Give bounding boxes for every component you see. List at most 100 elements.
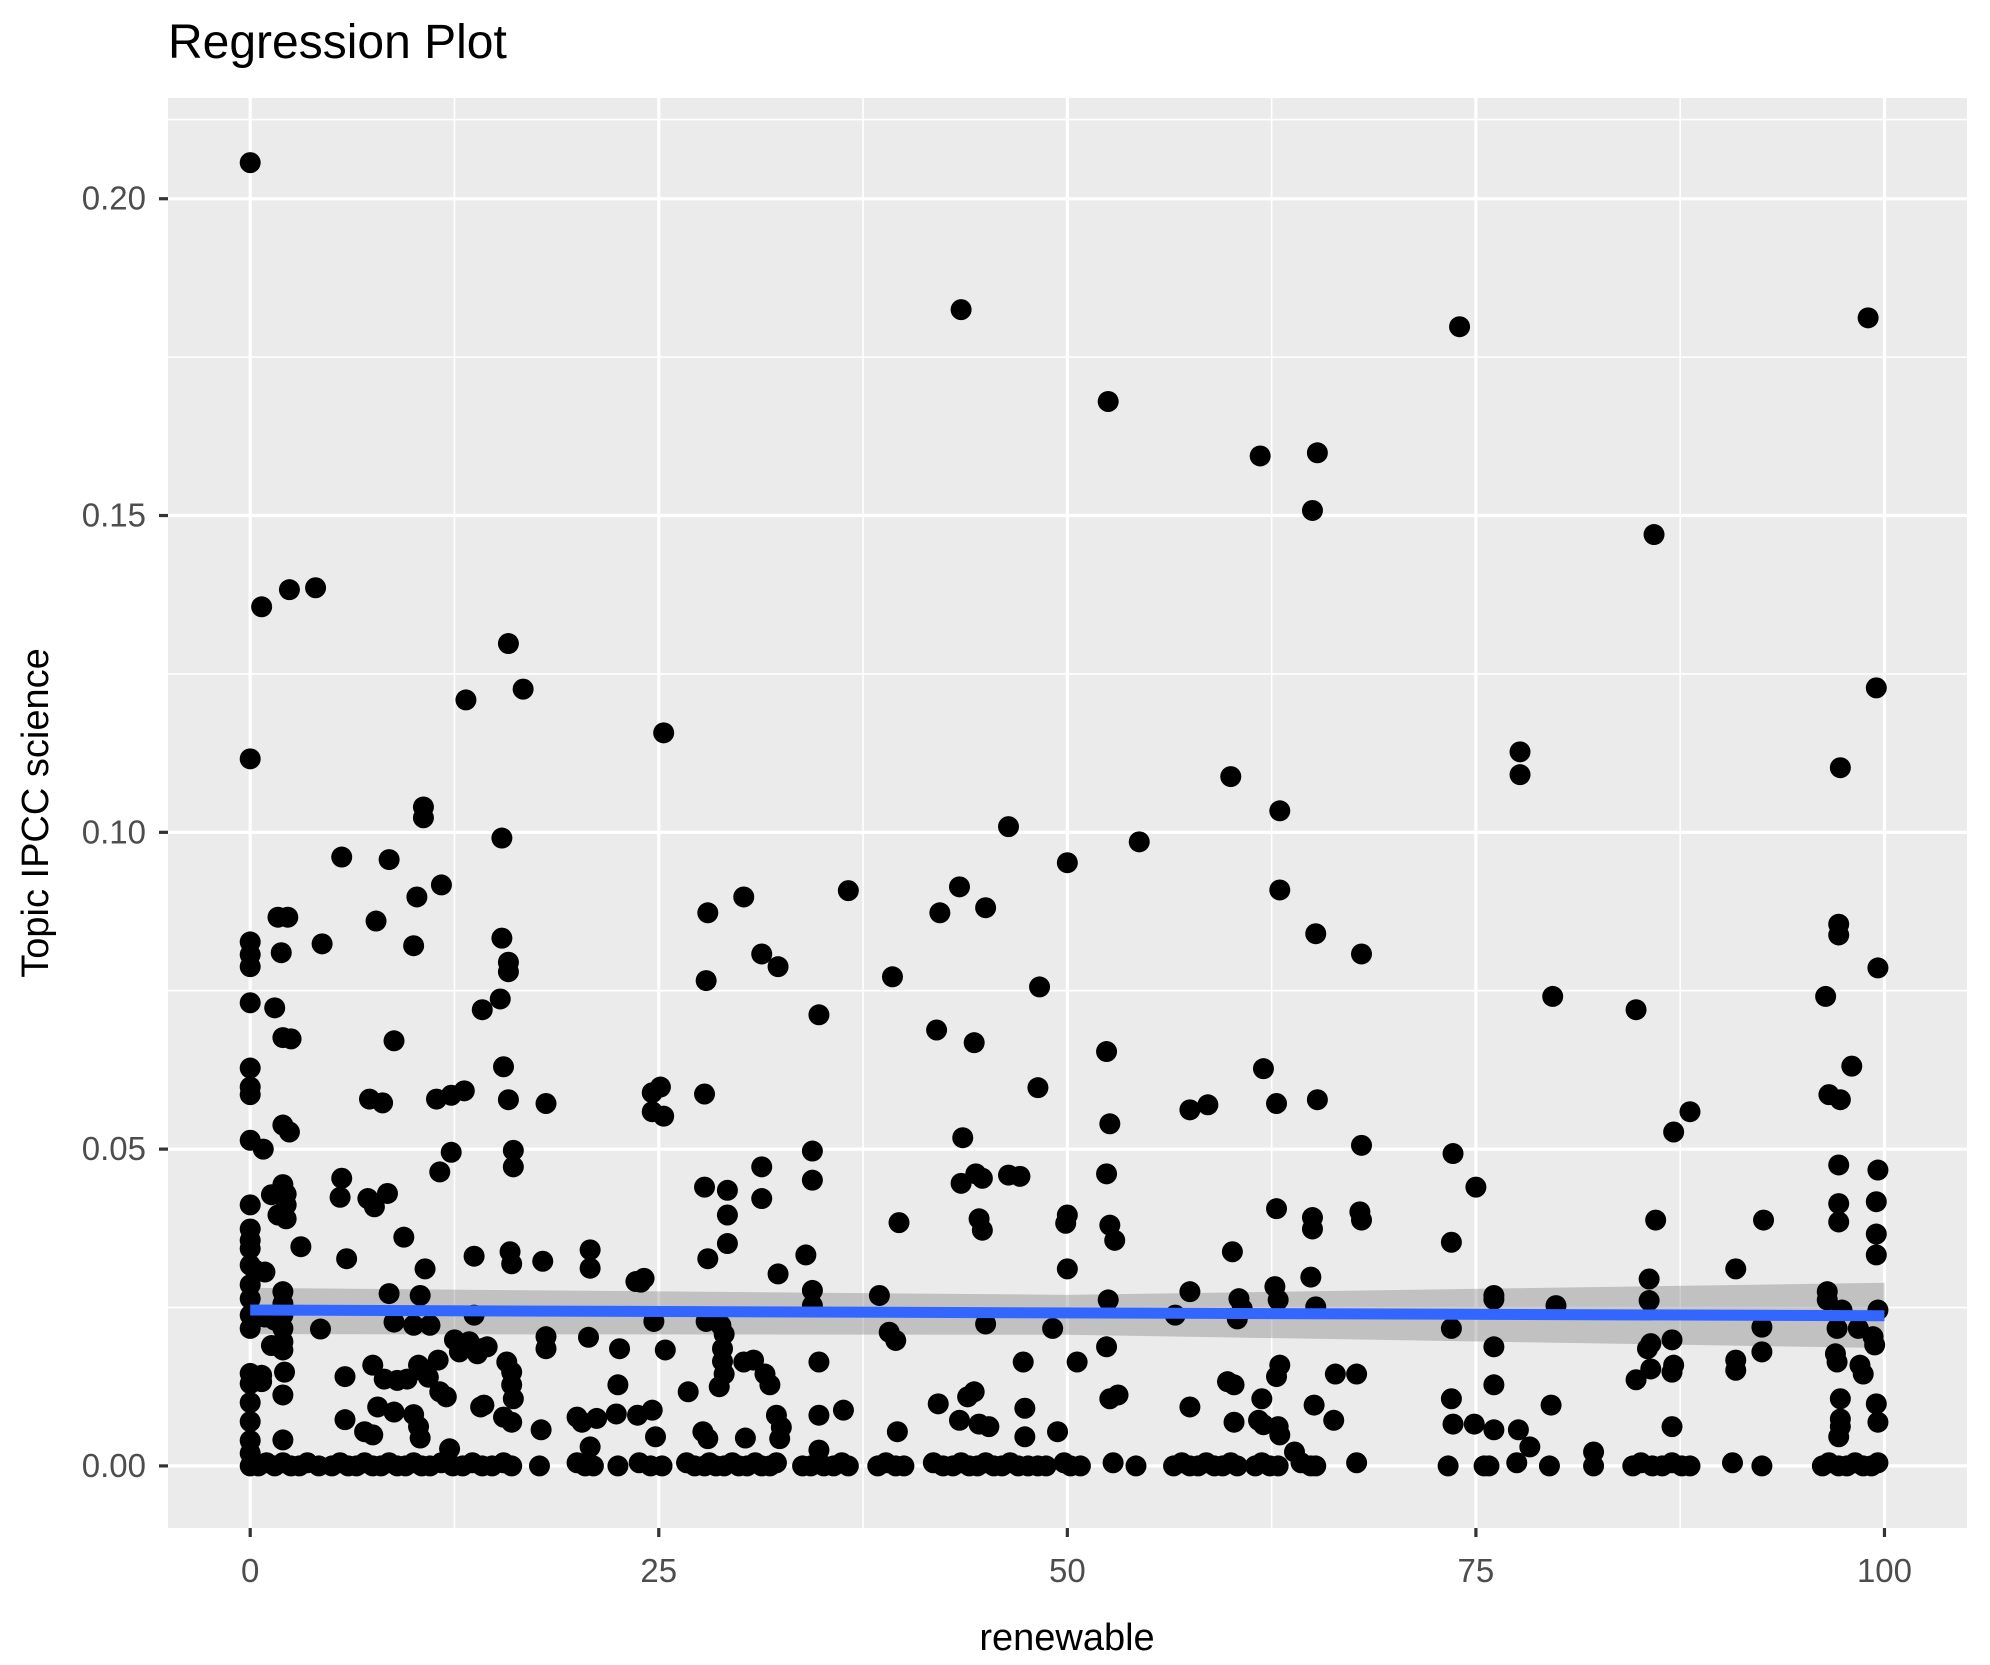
scatter-point xyxy=(694,1176,716,1198)
scatter-point xyxy=(530,1419,552,1441)
scatter-point xyxy=(1303,1394,1325,1416)
scatter-point xyxy=(708,1376,730,1398)
scatter-point xyxy=(1463,1413,1485,1435)
y-tick-label: 0.00 xyxy=(82,1447,146,1484)
scatter-point xyxy=(1266,1366,1288,1388)
scatter-point xyxy=(971,1219,993,1241)
scatter-point xyxy=(1483,1374,1505,1396)
scatter-point xyxy=(893,1455,915,1477)
scatter-point xyxy=(305,577,327,599)
scatter-point xyxy=(582,1455,604,1477)
scatter-point xyxy=(1867,957,1889,979)
scatter-point xyxy=(1483,1288,1505,1310)
scatter-point xyxy=(239,956,261,978)
scatter-point xyxy=(493,1056,515,1078)
scatter-point xyxy=(1679,1455,1701,1477)
scatter-point xyxy=(1828,1211,1850,1233)
scatter-point xyxy=(239,1057,261,1079)
scatter-point xyxy=(1751,1455,1773,1477)
scatter-point xyxy=(927,1393,949,1415)
y-tick-label: 0.15 xyxy=(82,497,146,534)
scatter-point xyxy=(362,1354,384,1376)
scatter-point xyxy=(1047,1421,1069,1443)
scatter-point xyxy=(1725,1359,1747,1381)
scatter-point xyxy=(290,1236,312,1258)
regression-line xyxy=(250,1304,1885,1322)
scatter-point xyxy=(607,1374,629,1396)
scatter-point xyxy=(767,1263,789,1285)
axis-tick-labels: 0 25 50 75 100 0.00 0.05 0.10 0.15 0.20 xyxy=(82,180,1912,1589)
scatter-point xyxy=(1583,1455,1605,1477)
scatter-point xyxy=(336,1248,358,1270)
scatter-point xyxy=(239,748,261,770)
scatter-point xyxy=(1351,943,1373,965)
scatter-point xyxy=(239,992,261,1014)
scatter-point xyxy=(1012,1351,1034,1373)
scatter-point xyxy=(1223,1411,1245,1433)
scatter-point xyxy=(408,1354,430,1376)
scatter-point xyxy=(948,876,970,898)
scatter-point xyxy=(1679,1101,1701,1123)
scatter-point xyxy=(501,1455,523,1477)
scatter-point xyxy=(579,1257,601,1279)
scatter-point xyxy=(808,1004,830,1026)
scatter-point xyxy=(239,1238,261,1260)
scatter-point xyxy=(743,1349,765,1371)
scatter-point xyxy=(501,1253,523,1275)
scatter-point xyxy=(577,1326,599,1348)
scatter-point xyxy=(609,1338,631,1360)
scatter-point xyxy=(435,1386,457,1408)
scatter-point xyxy=(1351,1134,1373,1156)
scatter-point xyxy=(502,1388,524,1410)
scatter-point xyxy=(1440,1317,1462,1339)
scatter-point xyxy=(1816,1289,1838,1311)
scatter-point xyxy=(466,1343,488,1365)
scatter-point xyxy=(251,596,273,618)
scatter-point xyxy=(837,1455,859,1477)
scatter-point xyxy=(716,1233,738,1255)
scatter-point xyxy=(403,935,425,957)
scatter-point xyxy=(1301,1218,1323,1240)
scatter-point xyxy=(1640,1358,1662,1380)
scatter-point xyxy=(653,722,675,744)
scatter-point xyxy=(1346,1363,1368,1385)
scatter-point xyxy=(272,1384,294,1406)
scatter-point xyxy=(1300,1266,1322,1288)
scatter-point xyxy=(363,1196,385,1218)
scatter-point xyxy=(769,1428,791,1450)
scatter-point xyxy=(1251,1388,1273,1410)
scatter-point xyxy=(881,966,903,988)
scatter-point xyxy=(1323,1409,1345,1431)
scatter-point xyxy=(1107,1384,1129,1406)
scatter-point xyxy=(1519,1436,1541,1458)
scatter-point xyxy=(654,1339,676,1361)
scatter-point xyxy=(978,1416,1000,1438)
scatter-point xyxy=(309,1318,331,1340)
scatter-point xyxy=(1269,1424,1291,1446)
scatter-point xyxy=(801,1169,823,1191)
scatter-point xyxy=(419,1314,441,1336)
scatter-point xyxy=(1305,923,1327,945)
scatter-point xyxy=(376,1182,398,1204)
scatter-point xyxy=(239,1392,261,1414)
y-tick-label: 0.05 xyxy=(82,1130,146,1167)
scatter-point xyxy=(393,1226,415,1248)
scatter-point xyxy=(1829,1089,1851,1111)
scatter-point xyxy=(1465,1176,1487,1198)
y-axis-title: Topic IPCC science xyxy=(15,648,57,977)
scatter-point xyxy=(1269,800,1291,822)
scatter-point xyxy=(278,579,300,601)
scatter-point xyxy=(1663,1121,1685,1143)
x-tick-label: 100 xyxy=(1857,1552,1912,1589)
scatter-point xyxy=(239,152,261,174)
scatter-point xyxy=(1867,1411,1889,1433)
scatter-point xyxy=(1867,1452,1889,1474)
scatter-point xyxy=(1014,1397,1036,1419)
scatter-point xyxy=(440,1141,462,1163)
scatter-point xyxy=(497,1089,519,1111)
scatter-point xyxy=(334,1409,356,1431)
scatter-point xyxy=(378,849,400,871)
scatter-point xyxy=(1055,1212,1077,1234)
scatter-point xyxy=(1056,1258,1078,1280)
scatter-point xyxy=(579,1436,601,1458)
